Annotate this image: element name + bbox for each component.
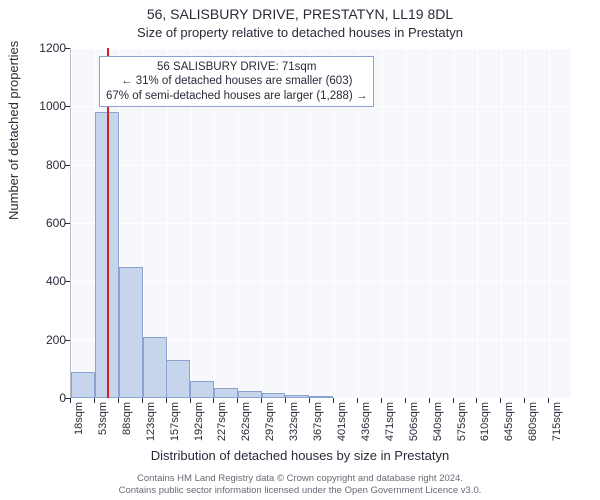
xtick-label: 506sqm [408, 402, 420, 452]
xtick-mark [429, 398, 430, 403]
gridline-v [406, 48, 407, 398]
gridline-v [525, 48, 526, 398]
gridline-v [71, 48, 72, 398]
xtick-mark [548, 398, 549, 403]
xtick-mark [453, 398, 454, 403]
xtick-label: 53sqm [97, 402, 109, 452]
xtick-label: 540sqm [432, 402, 444, 452]
xtick-mark [261, 398, 262, 403]
gridline-h [71, 165, 571, 166]
xtick-label: 297sqm [264, 402, 276, 452]
xtick-mark [166, 398, 167, 403]
xtick-label: 18sqm [73, 402, 85, 452]
histogram-bar [238, 391, 262, 398]
ytick-label: 1200 [26, 41, 66, 55]
xtick-mark [500, 398, 501, 403]
xtick-label: 262sqm [240, 402, 252, 452]
annotation-line3: 67% of semi-detached houses are larger (… [106, 89, 367, 103]
xtick-mark [190, 398, 191, 403]
gridline-v [477, 48, 478, 398]
ytick-label: 600 [26, 216, 66, 230]
gridline-h [71, 281, 571, 282]
gridline-h [71, 223, 571, 224]
xtick-mark [142, 398, 143, 403]
xtick-label: 715sqm [551, 402, 563, 452]
chart-container: 56, SALISBURY DRIVE, PRESTATYN, LL19 8DL… [0, 0, 600, 500]
gridline-v [430, 48, 431, 398]
xtick-label: 401sqm [336, 402, 348, 452]
xtick-mark [476, 398, 477, 403]
xtick-label: 157sqm [169, 402, 181, 452]
x-axis-label: Distribution of detached houses by size … [0, 448, 600, 463]
ytick-label: 1000 [26, 99, 66, 113]
gridline-v [501, 48, 502, 398]
histogram-bar [285, 395, 309, 399]
xtick-label: 123sqm [145, 402, 157, 452]
xtick-label: 610sqm [479, 402, 491, 452]
histogram-bar [262, 393, 286, 398]
xtick-mark [285, 398, 286, 403]
xtick-label: 88sqm [121, 402, 133, 452]
ytick-label: 400 [26, 274, 66, 288]
histogram-bar [71, 372, 95, 398]
xtick-label: 332sqm [288, 402, 300, 452]
xtick-mark [70, 398, 71, 403]
xtick-mark [405, 398, 406, 403]
xtick-mark [237, 398, 238, 403]
annotation-line2: ← 31% of detached houses are smaller (60… [106, 74, 367, 88]
xtick-label: 192sqm [193, 402, 205, 452]
footer-line1: Contains HM Land Registry data © Crown c… [0, 473, 600, 484]
xtick-mark [118, 398, 119, 403]
histogram-bar [119, 267, 143, 398]
footer-attribution: Contains HM Land Registry data © Crown c… [0, 473, 600, 496]
xtick-mark [333, 398, 334, 403]
gridline-v [454, 48, 455, 398]
y-axis-label: Number of detached properties [6, 41, 21, 220]
ytick-label: 0 [26, 391, 66, 405]
ytick-label: 800 [26, 158, 66, 172]
xtick-mark [381, 398, 382, 403]
annotation-line1: 56 SALISBURY DRIVE: 71sqm [106, 60, 367, 74]
page-title: 56, SALISBURY DRIVE, PRESTATYN, LL19 8DL [0, 6, 600, 22]
annotation-box: 56 SALISBURY DRIVE: 71sqm ← 31% of detac… [99, 56, 374, 107]
xtick-label: 471sqm [384, 402, 396, 452]
histogram-bar [214, 388, 238, 398]
gridline-v [549, 48, 550, 398]
gridline-h [71, 48, 571, 49]
gridline-h [71, 398, 571, 399]
xtick-mark [94, 398, 95, 403]
xtick-label: 436sqm [360, 402, 372, 452]
xtick-mark [357, 398, 358, 403]
xtick-label: 367sqm [312, 402, 324, 452]
ytick-label: 200 [26, 333, 66, 347]
histogram-bar [190, 381, 214, 399]
footer-line2: Contains public sector information licen… [0, 485, 600, 496]
chart-subtitle: Size of property relative to detached ho… [0, 25, 600, 40]
plot-area: 56 SALISBURY DRIVE: 71sqm ← 31% of detac… [70, 48, 571, 399]
xtick-mark [309, 398, 310, 403]
histogram-bar [166, 360, 190, 398]
xtick-label: 645sqm [503, 402, 515, 452]
xtick-label: 680sqm [527, 402, 539, 452]
xtick-label: 227sqm [216, 402, 228, 452]
histogram-bar [309, 396, 333, 398]
xtick-label: 575sqm [456, 402, 468, 452]
xtick-mark [524, 398, 525, 403]
gridline-v [382, 48, 383, 398]
histogram-bar [143, 337, 167, 398]
xtick-mark [213, 398, 214, 403]
